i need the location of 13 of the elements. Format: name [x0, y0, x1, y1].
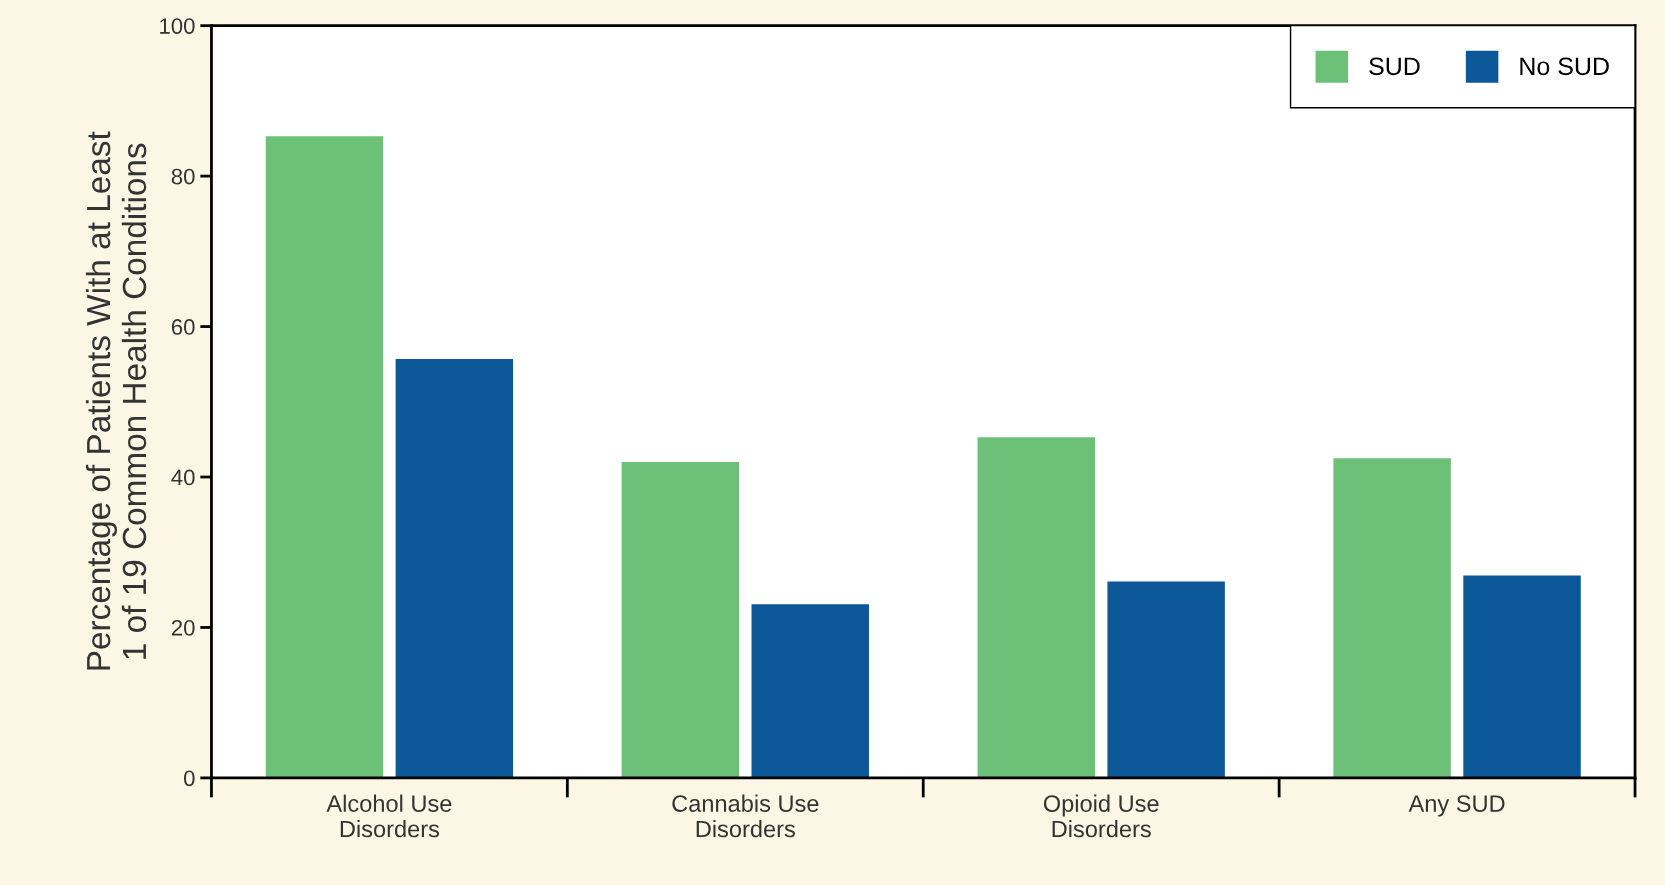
y-tick-label: 60: [171, 319, 195, 335]
x-tick-label: Any SUD: [1408, 795, 1505, 817]
y-tick-label: 0: [183, 770, 195, 787]
y-tick-label: 40: [171, 469, 195, 486]
y-axis-title: Percentage of Patients With at Least 1 of 19 Common Health Conditions: [85, 131, 147, 670]
x-tick-label: Opioid Use Disorders: [1043, 794, 1159, 838]
y-tick-label: 80: [171, 168, 195, 185]
legend-label: No SUD: [1520, 57, 1609, 76]
y-tick-label: 100: [160, 18, 195, 34]
x-tick-label: Alcohol Use Disorders: [326, 794, 452, 838]
x-tick-label: Cannabis Use Disorders: [672, 794, 819, 838]
y-tick-label: 20: [171, 620, 195, 636]
legend-label: SUD: [1369, 57, 1420, 76]
